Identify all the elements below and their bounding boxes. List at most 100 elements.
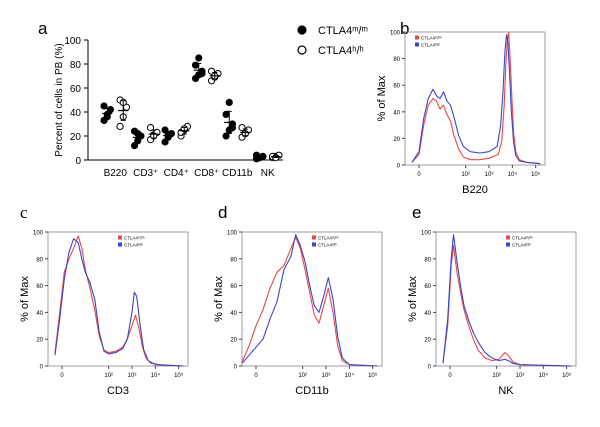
x-tick-label: CD4⁺ <box>164 168 189 179</box>
series-line <box>411 34 541 165</box>
legend-swatch <box>312 235 316 240</box>
data-point <box>222 110 230 119</box>
x-tick-label: 10³ <box>322 373 331 379</box>
data-point <box>228 124 237 132</box>
x-tick-label: 0 <box>254 373 258 379</box>
x-tick-label: 0 <box>417 172 421 178</box>
x-tick-label: 10⁵ <box>174 372 184 379</box>
y-tick-label: 20 <box>70 132 82 143</box>
data-point <box>225 98 233 107</box>
data-point <box>161 138 169 146</box>
y-tick-label: 80 <box>36 257 43 263</box>
y-axis-label: % of Max <box>407 276 419 322</box>
chart-panel-d: 0 20 40 60 80 100 0 10² 10³ 10⁴ 10⁵ CD11b % of Max CT… <box>213 231 383 397</box>
series-line <box>442 234 572 367</box>
y-tick-label: 100 <box>64 36 81 47</box>
series-line <box>442 244 572 367</box>
panel-letter-d: d <box>218 203 227 222</box>
legend-swatch <box>415 35 419 40</box>
data-point <box>195 54 203 62</box>
y-tick-label: 40 <box>424 311 431 317</box>
legend-marker <box>297 25 307 35</box>
legend-label: CTLA4ᵐ/ᵐ <box>421 36 442 41</box>
y-tick-label: 100 <box>390 31 401 37</box>
legend-marker <box>297 45 307 55</box>
x-tick-label: 10⁴ <box>508 171 518 178</box>
data-point <box>146 124 155 132</box>
y-tick-label: 0 <box>397 164 401 170</box>
legend-swatch <box>506 242 510 247</box>
x-tick-label: 10⁵ <box>531 171 541 178</box>
y-tick-label: 20 <box>393 137 400 143</box>
legend-label: CTLA4ʰ/ʰ <box>318 45 364 57</box>
data-point <box>130 142 139 150</box>
y-tick-label: 0 <box>75 156 81 167</box>
data-point <box>106 106 115 114</box>
legend-label: CTLA4ᵐ/ᵐ <box>124 236 145 241</box>
x-tick-label: 10³ <box>128 373 137 379</box>
x-axis-label: B220 <box>462 184 488 196</box>
series-line <box>54 235 184 367</box>
y-tick-label: 100 <box>33 231 44 237</box>
legend-swatch <box>312 242 316 247</box>
x-tick-label: 10² <box>461 172 470 178</box>
legend-label: CTLA4ʰ/ʰ <box>421 43 440 48</box>
chart-panel-b: 0 20 40 60 80 100 0 10² 10³ 10⁴ 10⁵ B220 % of Max CTL… <box>376 31 546 196</box>
y-tick-label: 60 <box>70 84 82 95</box>
legend-label: CTLA4ʰ/ʰ <box>512 243 531 248</box>
panel-letter-a: a <box>38 19 48 38</box>
x-tick-label: NK <box>261 168 275 179</box>
x-tick-label: 10³ <box>516 373 525 379</box>
y-axis-label: Percent of cells in PB (%) <box>54 43 65 156</box>
y-tick-label: 20 <box>424 338 431 344</box>
x-tick-label: CD3⁺ <box>133 168 158 179</box>
data-point <box>116 122 124 131</box>
x-tick-label: 10² <box>492 373 501 379</box>
y-tick-label: 100 <box>227 231 238 237</box>
x-tick-label: 0 <box>448 373 452 379</box>
x-tick-label: 10² <box>104 373 113 379</box>
y-tick-label: 60 <box>393 84 400 90</box>
y-tick-label: 60 <box>230 284 237 290</box>
chart-panel-c: 0 20 40 60 80 100 0 10² 10³ 10⁴ 10⁵ CD3 % of Max CTLA… <box>19 231 189 397</box>
y-tick-label: 40 <box>230 311 237 317</box>
y-tick-label: 0 <box>428 365 432 371</box>
x-tick-label: 10⁴ <box>345 372 355 379</box>
y-tick-label: 80 <box>70 60 82 71</box>
y-tick-label: 0 <box>40 365 44 371</box>
x-tick-label: 10⁵ <box>368 372 378 379</box>
panel-letter-b: b <box>400 19 409 38</box>
y-axis-label: % of Max <box>213 276 225 322</box>
legend-label: CTLA4ᵐ/ᵐ <box>512 236 533 241</box>
x-tick-label: 10⁴ <box>151 372 161 379</box>
y-tick-label: 100 <box>421 231 432 237</box>
data-point <box>100 102 108 110</box>
x-tick-label: CD8⁺ <box>194 168 219 179</box>
plot-frame <box>435 231 577 367</box>
y-tick-label: 40 <box>393 110 400 116</box>
legend-swatch <box>506 235 510 240</box>
data-point <box>222 132 230 140</box>
x-tick-label: 10⁵ <box>562 372 572 379</box>
y-axis-label: % of Max <box>376 75 388 121</box>
legend-label: CTLA4ᵐ/ᵐ <box>318 236 339 241</box>
y-tick-label: 60 <box>424 284 431 290</box>
x-axis-label: CD11b <box>295 385 328 397</box>
x-tick-label: 10² <box>298 373 307 379</box>
y-tick-label: 20 <box>36 338 43 344</box>
y-axis-label: % of Max <box>19 276 31 322</box>
plot-frame <box>47 231 189 367</box>
series-line <box>241 234 378 367</box>
legend-label: CTLA4ʰ/ʰ <box>318 243 337 248</box>
legend-swatch <box>415 42 419 47</box>
plot-frame <box>404 31 546 166</box>
x-tick-label: 10³ <box>485 172 494 178</box>
data-point <box>238 124 246 132</box>
y-tick-label: 40 <box>70 108 82 119</box>
legend-swatch <box>118 235 122 240</box>
chart-panel-e: 0 20 40 60 80 100 0 10² 10³ 10⁴ 10⁵ NK % of Max CTLA4… <box>407 231 577 397</box>
plot-frame <box>241 231 383 367</box>
y-tick-label: 80 <box>393 57 400 63</box>
